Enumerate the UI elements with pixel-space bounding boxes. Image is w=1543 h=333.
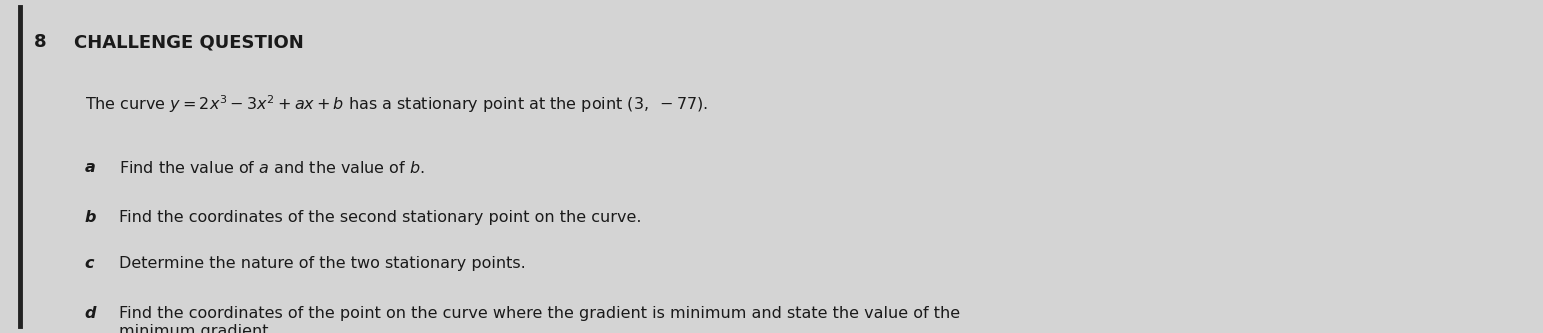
Text: c: c bbox=[85, 256, 94, 271]
Text: CHALLENGE QUESTION: CHALLENGE QUESTION bbox=[74, 33, 304, 51]
Text: a: a bbox=[85, 160, 96, 175]
Text: d: d bbox=[85, 306, 96, 321]
Text: Find the value of $a$ and the value of $b$.: Find the value of $a$ and the value of $… bbox=[119, 160, 424, 176]
Text: 8: 8 bbox=[34, 33, 46, 51]
Text: Find the coordinates of the second stationary point on the curve.: Find the coordinates of the second stati… bbox=[119, 210, 642, 225]
Text: Find the coordinates of the point on the curve where the gradient is minimum and: Find the coordinates of the point on the… bbox=[119, 306, 960, 333]
Text: b: b bbox=[85, 210, 96, 225]
Text: The curve $y = 2x^3 - 3x^2 + ax + b$ has a stationary point at the point $(3,\ -: The curve $y = 2x^3 - 3x^2 + ax + b$ has… bbox=[85, 93, 708, 115]
Text: Determine the nature of the two stationary points.: Determine the nature of the two stationa… bbox=[119, 256, 526, 271]
